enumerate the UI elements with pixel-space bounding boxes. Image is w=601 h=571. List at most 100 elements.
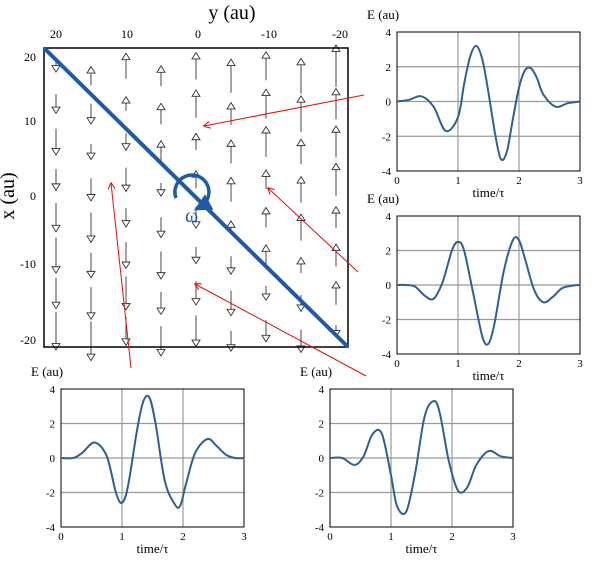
left-tick: -10 bbox=[20, 257, 36, 271]
field-vector-head bbox=[86, 152, 96, 161]
red-pointer-arrow bbox=[268, 188, 359, 273]
field-vector-head bbox=[226, 308, 236, 317]
x-axis-label: time/τ bbox=[406, 541, 438, 556]
field-vector-head bbox=[261, 50, 271, 59]
waveform-panel-middle-right: 420-2-40 1 2 3E (au)time/τ bbox=[367, 191, 583, 383]
field-vector-head bbox=[86, 235, 96, 244]
field-vector-head bbox=[191, 298, 201, 306]
x-tick-label: 2 bbox=[449, 531, 455, 543]
field-vector-head bbox=[121, 143, 131, 151]
field-vector-head bbox=[86, 194, 96, 202]
field-waveform-line bbox=[60, 394, 245, 509]
top-tick: 0 bbox=[195, 27, 201, 41]
y-tick-label: 2 bbox=[386, 62, 392, 74]
left-tick: 0 bbox=[30, 189, 36, 203]
x-tick-label: 2 bbox=[516, 358, 522, 370]
field-vector-head bbox=[191, 132, 201, 141]
x-tick-label: 2 bbox=[180, 531, 186, 543]
y-tick-label: -2 bbox=[46, 488, 55, 500]
top-tick: -10 bbox=[261, 27, 277, 41]
field-vector-head bbox=[86, 312, 96, 321]
field-waveform-line bbox=[329, 400, 514, 515]
field-vector-head bbox=[226, 139, 236, 147]
y-tick-label: 2 bbox=[50, 419, 56, 431]
waveform-panel-top-right: 420-2-40 1 2 3E (au)time/τ bbox=[367, 7, 583, 200]
red-pointer-arrow bbox=[195, 284, 367, 377]
field-vector-head bbox=[51, 148, 61, 156]
field-vector-head bbox=[331, 125, 341, 133]
field-vector-head bbox=[296, 304, 306, 313]
x-tick-label: 0 bbox=[394, 175, 400, 187]
x-tick-label: 3 bbox=[241, 531, 247, 543]
y-tick-label: 0 bbox=[50, 453, 56, 465]
field-vector-head bbox=[51, 65, 61, 73]
field-vector-head bbox=[121, 184, 131, 193]
field-waveform-line bbox=[396, 236, 581, 346]
x-axis-label: time/τ bbox=[137, 541, 169, 556]
y-tick-label: 0 bbox=[386, 97, 392, 109]
red-pointer-arrow bbox=[204, 94, 365, 126]
field-vector-head bbox=[226, 219, 236, 228]
x-tick-label: 0 bbox=[394, 358, 400, 370]
y-tick-label: 0 bbox=[386, 280, 392, 292]
field-vector-head bbox=[226, 344, 236, 352]
y-tick-label: -4 bbox=[315, 522, 325, 534]
y-tick-label: 2 bbox=[319, 419, 325, 431]
field-map-xlabel: y (au) bbox=[208, 2, 255, 24]
waveform-panel-bottom-left: 420-2-40 1 2 3E (au)time/τ bbox=[31, 364, 247, 556]
field-vector-head bbox=[261, 169, 271, 177]
y-axis-label: E (au) bbox=[367, 191, 399, 206]
field-vector-head bbox=[261, 206, 271, 215]
field-vector-head bbox=[331, 280, 341, 289]
field-vector-head bbox=[261, 334, 271, 343]
y-tick-label: -2 bbox=[382, 131, 391, 143]
y-tick-label: 2 bbox=[386, 246, 392, 258]
field-vector-head bbox=[296, 94, 306, 103]
field-vector-head bbox=[331, 162, 341, 171]
x-tick-label: 0 bbox=[327, 531, 333, 543]
field-vector-head bbox=[226, 58, 236, 66]
field-vector-head bbox=[296, 213, 306, 221]
x-tick-label: 1 bbox=[388, 531, 394, 543]
red-pointer-arrow bbox=[111, 183, 132, 369]
field-map-ylabel: x (au) bbox=[0, 172, 19, 219]
field-vector-head bbox=[296, 175, 306, 184]
field-vector-head bbox=[156, 349, 166, 357]
field-vector-head bbox=[121, 220, 131, 228]
field-vector-head bbox=[86, 353, 96, 362]
x-tick-label: 3 bbox=[577, 358, 583, 370]
field-vector-head bbox=[51, 266, 61, 274]
field-vector-head bbox=[156, 139, 166, 148]
field-waveform-line bbox=[396, 44, 581, 162]
top-tick: 10 bbox=[121, 27, 133, 41]
y-tick-label: 4 bbox=[50, 384, 56, 396]
y-axis-label: E (au) bbox=[300, 364, 332, 379]
field-vector-head bbox=[226, 176, 236, 185]
x-tick-label: 0 bbox=[58, 531, 64, 543]
field-map: y (au) x (au) 20 10 0 -10 -20 20 10 0 -1… bbox=[0, 2, 367, 377]
field-vector-head bbox=[121, 261, 131, 270]
y-axis-label: E (au) bbox=[31, 364, 63, 379]
field-vector-head bbox=[226, 101, 236, 110]
y-tick-label: -2 bbox=[382, 315, 391, 327]
field-vector-head bbox=[261, 125, 271, 134]
field-vector-head bbox=[156, 307, 166, 316]
x-tick-label: 2 bbox=[516, 175, 522, 187]
y-tick-label: -4 bbox=[382, 166, 392, 178]
top-tick: 20 bbox=[50, 27, 62, 41]
field-vector-head bbox=[191, 221, 201, 230]
field-vector-head bbox=[121, 302, 131, 311]
left-tick: 10 bbox=[24, 114, 36, 128]
waveform-panel-bottom-right: 420-2-40 1 2 3E (au)time/τ bbox=[300, 364, 516, 556]
omega-label: ω bbox=[185, 205, 198, 227]
y-tick-label: 4 bbox=[386, 27, 392, 39]
field-vector-head bbox=[226, 267, 236, 276]
y-tick-label: -4 bbox=[46, 522, 56, 534]
field-vector-head bbox=[156, 230, 166, 239]
field-vector-head bbox=[51, 301, 61, 310]
vector-field bbox=[51, 44, 341, 362]
field-vector-head bbox=[121, 95, 131, 104]
y-tick-label: -2 bbox=[315, 488, 324, 500]
field-vector-head bbox=[156, 272, 166, 280]
top-tick: -20 bbox=[332, 27, 348, 41]
